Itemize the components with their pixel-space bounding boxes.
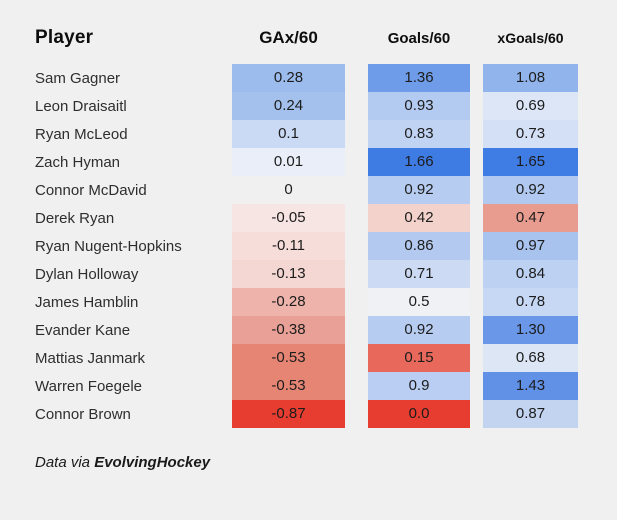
data-source-note: Data via EvolvingHockey: [35, 454, 617, 471]
xgoals60-cell: 1.08: [483, 64, 578, 92]
column-header-xgoals60: xGoals/60: [497, 30, 564, 46]
table-row: Dylan Holloway -0.13 0.71 0.84: [35, 260, 617, 288]
gax60-cell: 0.24: [232, 92, 345, 120]
gax60-cell: -0.53: [232, 372, 345, 400]
goals60-cell: 0.71: [368, 260, 470, 288]
table-row: Sam Gagner 0.28 1.36 1.08: [35, 64, 617, 92]
stats-table: Player GAx/60 Goals/60 xGoals/60 Sam Gag…: [35, 0, 617, 428]
player-name: Derek Ryan: [35, 209, 115, 227]
xgoals60-cell: 0.78: [483, 288, 578, 316]
goals60-cell: 0.5: [368, 288, 470, 316]
gax60-cell: -0.28: [232, 288, 345, 316]
player-name: Connor McDavid: [35, 181, 147, 199]
player-name: Zach Hyman: [35, 153, 121, 171]
xgoals60-cell: 0.73: [483, 120, 578, 148]
table-row: Derek Ryan -0.05 0.42 0.47: [35, 204, 617, 232]
table-row: Mattias Janmark -0.53 0.15 0.68: [35, 344, 617, 372]
table-row: Connor McDavid 0 0.92 0.92: [35, 176, 617, 204]
gax60-cell: 0.28: [232, 64, 345, 92]
data-source-name: EvolvingHockey: [94, 454, 211, 471]
goals60-cell: 0.86: [368, 232, 470, 260]
goals60-cell: 0.42: [368, 204, 470, 232]
goals60-cell: 0.92: [368, 316, 470, 344]
goals60-cell: 0.0: [368, 400, 470, 428]
gax60-cell: -0.11: [232, 232, 345, 260]
xgoals60-cell: 0.92: [483, 176, 578, 204]
player-name: James Hamblin: [35, 293, 139, 311]
goals60-cell: 1.66: [368, 148, 470, 176]
goals60-cell: 0.15: [368, 344, 470, 372]
goals60-cell: 0.93: [368, 92, 470, 120]
player-name: Mattias Janmark: [35, 349, 146, 367]
column-header-player: Player: [35, 27, 94, 48]
player-name: Evander Kane: [35, 321, 131, 339]
table-row: Ryan McLeod 0.1 0.83 0.73: [35, 120, 617, 148]
gax60-cell: 0: [284, 181, 293, 198]
xgoals60-cell: 0.69: [483, 92, 578, 120]
goals60-cell: 1.36: [368, 64, 470, 92]
table-header-row: Player GAx/60 Goals/60 xGoals/60: [35, 24, 617, 52]
table-row: Leon Draisaitl 0.24 0.93 0.69: [35, 92, 617, 120]
gax60-cell: -0.05: [232, 204, 345, 232]
column-header-goals60: Goals/60: [387, 29, 451, 47]
table-row: Evander Kane -0.38 0.92 1.30: [35, 316, 617, 344]
table-row: Zach Hyman 0.01 1.66 1.65: [35, 148, 617, 176]
goals60-cell: 0.92: [368, 176, 470, 204]
xgoals60-cell: 0.84: [483, 260, 578, 288]
table-row: James Hamblin -0.28 0.5 0.78: [35, 288, 617, 316]
player-name: Warren Foegele: [35, 377, 142, 395]
goals60-cell: 0.83: [368, 120, 470, 148]
player-name: Sam Gagner: [35, 69, 121, 87]
player-name: Ryan Nugent-Hopkins: [35, 237, 182, 255]
xgoals60-cell: 1.65: [483, 148, 578, 176]
player-name: Dylan Holloway: [35, 265, 139, 283]
xgoals60-cell: 1.30: [483, 316, 578, 344]
gax60-cell: 0.01: [232, 148, 345, 176]
xgoals60-cell: 0.68: [483, 344, 578, 372]
xgoals60-cell: 0.47: [483, 204, 578, 232]
goals60-cell: 0.9: [368, 372, 470, 400]
table-row: Warren Foegele -0.53 0.9 1.43: [35, 372, 617, 400]
xgoals60-cell: 1.43: [483, 372, 578, 400]
table-body: Sam Gagner 0.28 1.36 1.08 Leon Draisaitl 0.24…: [35, 64, 617, 428]
gax60-cell: 0.1: [232, 120, 345, 148]
column-header-gax60: GAx/60: [259, 28, 318, 47]
player-name: Ryan McLeod: [35, 125, 128, 143]
gax60-cell: -0.13: [232, 260, 345, 288]
gax60-cell: -0.87: [232, 400, 345, 428]
player-name: Connor Brown: [35, 405, 131, 423]
xgoals60-cell: 0.87: [483, 400, 578, 428]
table-row: Ryan Nugent-Hopkins -0.11 0.86 0.97: [35, 232, 617, 260]
player-name: Leon Draisaitl: [35, 97, 127, 115]
table-row: Connor Brown -0.87 0.0 0.87: [35, 400, 617, 428]
xgoals60-cell: 0.97: [483, 232, 578, 260]
data-source-prefix: Data via: [35, 454, 95, 471]
gax60-cell: -0.53: [232, 344, 345, 372]
gax60-cell: -0.38: [232, 316, 345, 344]
